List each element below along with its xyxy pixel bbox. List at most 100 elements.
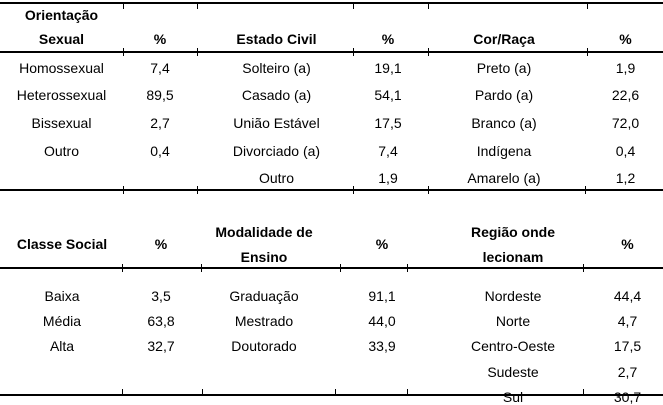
cell-label: Outro: [43, 142, 79, 159]
column-boundary-tick: [428, 48, 429, 56]
cell-percent: 2,7: [150, 114, 170, 131]
column-boundary-tick: [353, 2, 354, 9]
cell-percent: 0,4: [150, 142, 170, 159]
column-boundary-tick: [340, 264, 341, 272]
cell-percent: 22,6: [611, 87, 640, 104]
column-boundary-tick: [202, 389, 203, 396]
column-boundary-tick: [353, 186, 354, 194]
cell-label: Bissexual: [31, 114, 92, 131]
column-header-percent: %: [619, 31, 632, 47]
cell-percent: 1,9: [378, 170, 398, 187]
table-rule-bottom: [0, 394, 663, 396]
cell-label: Divorciado (a): [232, 142, 321, 159]
cell-label: Baixa: [44, 287, 80, 304]
table-row: Baixa 3,5 Graduação 91,1 Nordeste 44,4: [0, 283, 663, 308]
cell-empty: [198, 385, 330, 405]
header-line: Modalidade de: [215, 223, 313, 240]
column-boundary-tick: [197, 2, 198, 9]
column-boundary-tick: [122, 264, 123, 272]
column-header-percent: %: [381, 31, 395, 47]
column-boundary-tick: [428, 186, 429, 194]
column-boundary-tick: [587, 2, 588, 9]
header-line: Orientação: [24, 7, 99, 23]
cell-label: Preto (a): [476, 59, 532, 76]
cell-label: Homossexual: [19, 59, 104, 76]
table-row: Bissexual 2,7 União Estável 17,5 Branco …: [0, 109, 663, 137]
table-section-demographics-2: Classe Social % Modalidade de Ensino % R…: [0, 190, 663, 405]
cell-percent: 54,1: [374, 87, 402, 104]
cell-percent: 30,7: [613, 389, 642, 405]
cell-label: Doutorado: [231, 338, 297, 355]
column-boundary-tick: [428, 2, 429, 9]
table-rule-section-divider: [0, 189, 663, 191]
cell-percent: 17,5: [374, 114, 402, 131]
table-row: Homossexual 7,4 Solteiro (a) 19,1 Preto …: [0, 54, 663, 82]
header-row: Classe Social % Modalidade de Ensino % R…: [0, 190, 663, 283]
cell-empty: [0, 164, 123, 192]
cell-empty: [0, 385, 124, 405]
cell-label: Nordeste: [484, 287, 542, 304]
cell-percent: 3,5: [151, 287, 171, 304]
table-row: Alta 32,7 Doutorado 33,9 Centro-Oeste 17…: [0, 334, 663, 359]
column-boundary-tick: [583, 389, 584, 396]
table-section-demographics-1: Orientação Sexual % Estado Civil % Cor/R…: [0, 3, 663, 192]
table-row: Outro 1,9 Amarelo (a) 1,2: [0, 164, 663, 192]
column-boundary-tick: [123, 186, 124, 194]
cell-label: Média: [42, 313, 82, 330]
header-line: lecionam: [482, 248, 544, 265]
cell-label: Amarelo (a): [467, 170, 541, 187]
column-header-percent: %: [153, 31, 167, 47]
cell-percent: 89,5: [146, 87, 174, 104]
cell-label: Outro: [258, 170, 294, 187]
column-boundary-tick: [122, 389, 123, 396]
column-header-percent: %: [621, 236, 634, 252]
cell-empty: [0, 359, 124, 384]
column-boundary-tick: [407, 264, 408, 272]
column-header-regiao-lecionam: Região onde lecionam: [434, 190, 592, 283]
column-header-percent: %: [375, 236, 389, 252]
cell-percent: 44,0: [368, 313, 396, 330]
table-row: Sul 30,7: [0, 385, 663, 405]
column-boundary-tick: [407, 389, 408, 396]
column-boundary-tick: [197, 48, 198, 56]
column-header-orientacao-sexual: Orientação Sexual: [0, 3, 123, 54]
cell-label: Graduação: [229, 287, 299, 304]
table-row: Heterossexual 89,5 Casado (a) 54,1 Pardo…: [0, 82, 663, 110]
column-boundary-tick: [123, 48, 124, 56]
table-row: Outro 0,4 Divorciado (a) 7,4 Indígena 0,…: [0, 137, 663, 165]
column-boundary-tick: [123, 2, 124, 9]
cell-percent: 72,0: [611, 114, 640, 131]
cell-label: Norte: [495, 313, 531, 330]
cell-empty: [124, 359, 198, 384]
table-row: Média 63,8 Mestrado 44,0 Norte 4,7: [0, 308, 663, 333]
cell-label: Mestrado: [234, 313, 294, 330]
cell-empty: [124, 385, 198, 405]
cell-label: Sudeste: [487, 363, 539, 380]
column-header-modalidade-ensino: Modalidade de Ensino: [198, 190, 330, 283]
column-boundary-tick: [335, 389, 336, 396]
column-header-cor-raca: Cor/Raça: [473, 31, 535, 47]
cell-label: Solteiro (a): [242, 59, 311, 76]
cell-label: União Estável: [233, 114, 320, 131]
cell-percent: 1,2: [615, 170, 636, 187]
cell-label: Alta: [49, 338, 75, 355]
cell-percent: 2,7: [617, 363, 638, 380]
cell-empty: [123, 164, 197, 192]
column-boundary-tick: [201, 264, 202, 272]
column-boundary-tick: [585, 186, 586, 194]
cell-label: Pardo (a): [474, 87, 534, 104]
cell-percent: 91,1: [368, 287, 396, 304]
cell-percent: 4,7: [617, 313, 638, 330]
cell-label: Sul: [502, 389, 524, 405]
cell-label: Indígena: [476, 142, 532, 159]
table-rule-section1-header: [0, 51, 663, 53]
header-line: Sexual: [38, 31, 85, 47]
cell-percent: 0,4: [615, 142, 636, 159]
header-line: Ensino: [240, 248, 288, 265]
cell-label: Casado (a): [241, 87, 312, 104]
cell-percent: 1,9: [615, 59, 636, 76]
table-rule-top: [0, 2, 663, 4]
column-header-classe-social: Classe Social: [16, 236, 108, 252]
cell-label: Centro-Oeste: [470, 338, 556, 355]
